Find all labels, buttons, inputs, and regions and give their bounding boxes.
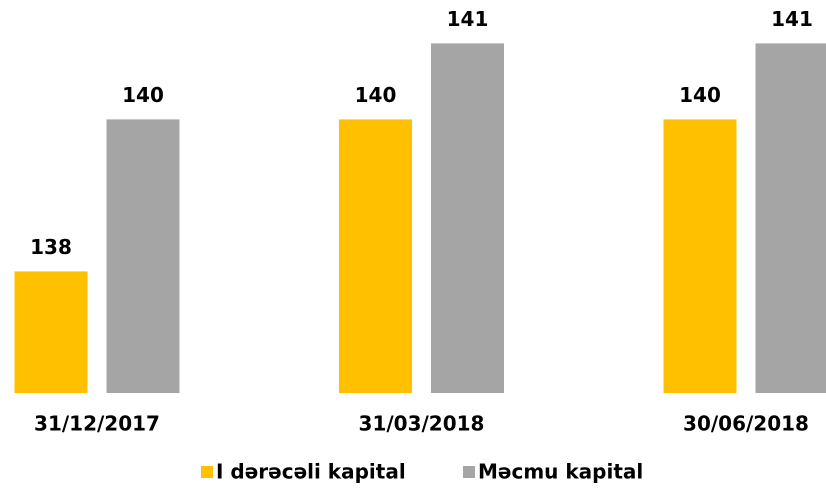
bar — [14, 271, 88, 393]
data-label: 140 — [355, 83, 397, 107]
legend-swatch — [463, 466, 475, 478]
data-label: 140 — [679, 83, 721, 107]
x-tick-label: 31/03/2018 — [359, 412, 485, 436]
data-label: 141 — [771, 7, 813, 31]
bar — [431, 43, 504, 394]
bar — [339, 119, 412, 394]
legend-swatch — [201, 466, 213, 478]
legend-label: Məcmu kapital — [478, 460, 643, 484]
x-tick-label: 31/12/2017 — [34, 412, 160, 436]
data-label: 140 — [122, 83, 164, 107]
bar — [663, 119, 737, 394]
data-label: 138 — [30, 235, 72, 259]
bar — [755, 43, 826, 394]
x-tick-label: 30/06/2018 — [683, 412, 809, 436]
data-label: 141 — [447, 7, 489, 31]
bar — [106, 119, 180, 394]
legend-label: I dərəcəli kapital — [216, 460, 406, 484]
